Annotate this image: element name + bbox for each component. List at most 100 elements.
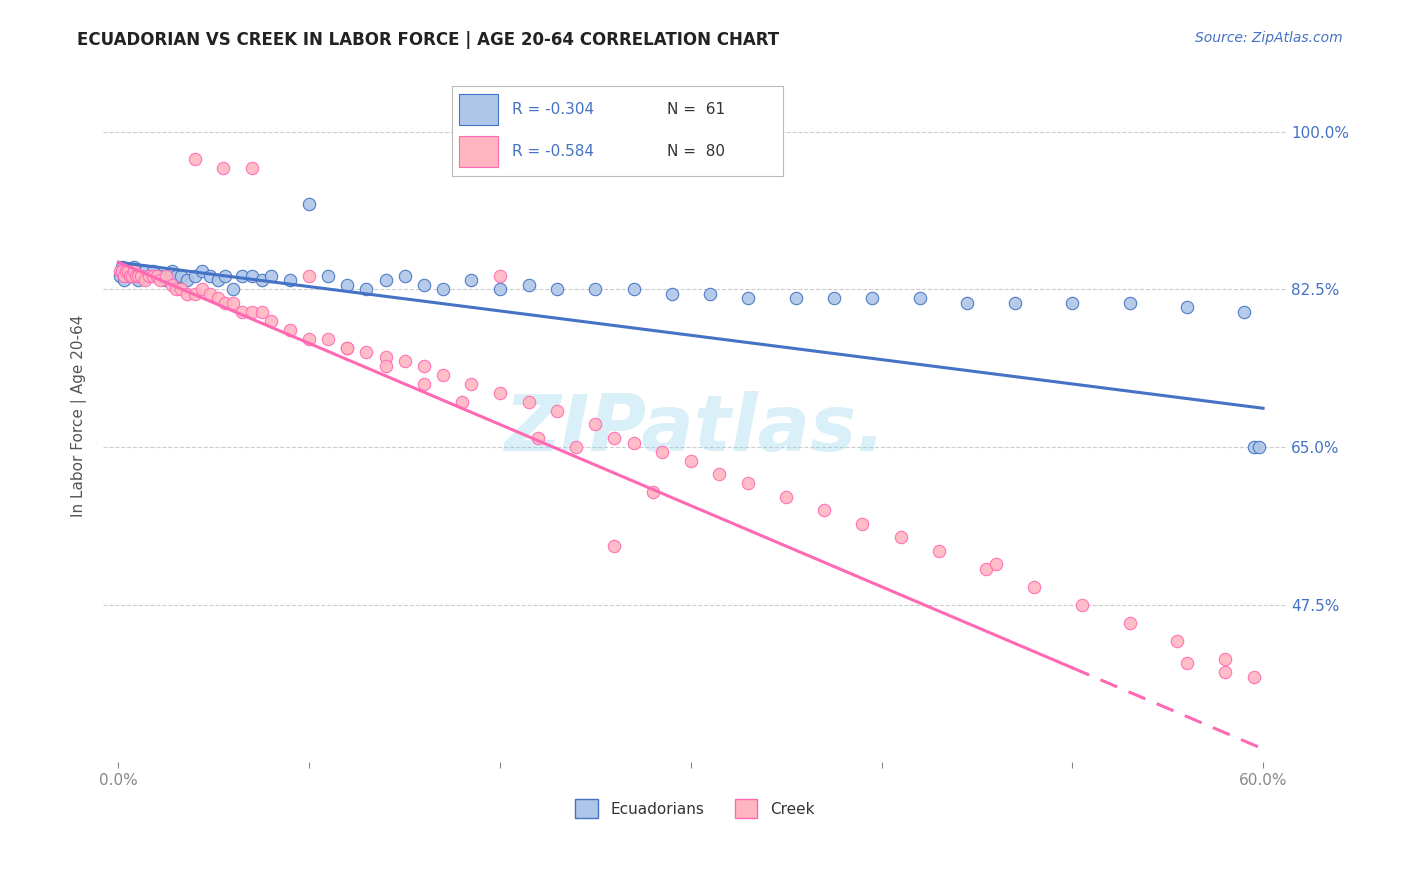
Point	[240, 268, 263, 283]
Point	[160, 264, 183, 278]
Text: ECUADORIAN VS CREEK IN LABOR FORCE | AGE 20-64 CORRELATION CHART: ECUADORIAN VS CREEK IN LABOR FORCE | AGE…	[77, 31, 779, 49]
Point	[318, 332, 340, 346]
Point	[860, 291, 883, 305]
Point	[583, 282, 606, 296]
Point	[356, 282, 378, 296]
Point	[231, 268, 253, 283]
Point	[737, 476, 759, 491]
Point	[184, 268, 207, 283]
Point	[956, 295, 979, 310]
Point	[661, 286, 683, 301]
Point	[184, 152, 207, 166]
Point	[517, 277, 540, 292]
Point	[709, 467, 731, 481]
Point	[432, 282, 454, 296]
Point	[1175, 301, 1198, 315]
Point	[460, 376, 482, 391]
Point	[1118, 615, 1140, 630]
Point	[110, 264, 132, 278]
Point	[374, 273, 396, 287]
Point	[117, 264, 139, 278]
Point	[565, 440, 588, 454]
Point	[318, 268, 340, 283]
Point	[1062, 295, 1084, 310]
Point	[489, 282, 512, 296]
Text: ZIPatlas.: ZIPatlas.	[503, 392, 886, 467]
Point	[651, 444, 673, 458]
Legend: Ecuadorians, Creek: Ecuadorians, Creek	[569, 793, 820, 824]
Point	[115, 264, 138, 278]
Point	[145, 268, 167, 283]
Point	[121, 264, 143, 278]
Point	[191, 264, 214, 278]
Point	[260, 314, 283, 328]
Point	[890, 530, 912, 544]
Point	[517, 395, 540, 409]
Point	[851, 516, 873, 531]
Point	[240, 305, 263, 319]
Point	[356, 345, 378, 359]
Point	[679, 453, 702, 467]
Point	[623, 435, 645, 450]
Point	[170, 268, 193, 283]
Point	[298, 268, 321, 283]
Point	[489, 386, 512, 401]
Point	[1166, 633, 1188, 648]
Point	[298, 196, 321, 211]
Point	[785, 291, 807, 305]
Point	[138, 268, 160, 283]
Point	[222, 282, 245, 296]
Point	[149, 273, 172, 287]
Point	[207, 273, 229, 287]
Point	[115, 264, 138, 278]
Point	[336, 341, 359, 355]
Point	[737, 291, 759, 305]
Point	[1233, 305, 1256, 319]
Point	[127, 268, 149, 283]
Point	[1004, 295, 1026, 310]
Point	[603, 431, 626, 445]
Point	[207, 291, 229, 305]
Point	[928, 543, 950, 558]
Point	[374, 350, 396, 364]
Point	[231, 305, 253, 319]
Point	[111, 260, 134, 274]
Point	[170, 282, 193, 296]
Point	[1243, 670, 1265, 684]
Point	[176, 273, 198, 287]
Point	[184, 286, 207, 301]
Point	[198, 268, 221, 283]
Point	[489, 268, 512, 283]
Point	[142, 264, 165, 278]
Point	[138, 268, 160, 283]
Point	[191, 282, 214, 296]
Point	[298, 332, 321, 346]
Point	[1249, 440, 1271, 454]
Point	[134, 273, 156, 287]
Point	[336, 277, 359, 292]
Point	[127, 273, 149, 287]
Point	[124, 268, 146, 283]
Point	[1213, 652, 1236, 666]
Point	[976, 562, 998, 576]
Point	[118, 268, 141, 283]
Point	[278, 323, 301, 337]
Point	[112, 268, 135, 283]
Point	[145, 268, 167, 283]
Point	[214, 268, 236, 283]
Point	[176, 286, 198, 301]
Point	[394, 354, 416, 368]
Point	[160, 277, 183, 292]
Point	[1118, 295, 1140, 310]
Point	[112, 273, 135, 287]
Point	[131, 268, 153, 283]
Point	[134, 264, 156, 278]
Point	[155, 268, 177, 283]
Point	[117, 264, 139, 278]
Point	[278, 273, 301, 287]
Point	[270, 846, 292, 860]
Point	[1175, 657, 1198, 671]
Point	[432, 368, 454, 382]
Point	[250, 273, 273, 287]
Point	[198, 286, 221, 301]
